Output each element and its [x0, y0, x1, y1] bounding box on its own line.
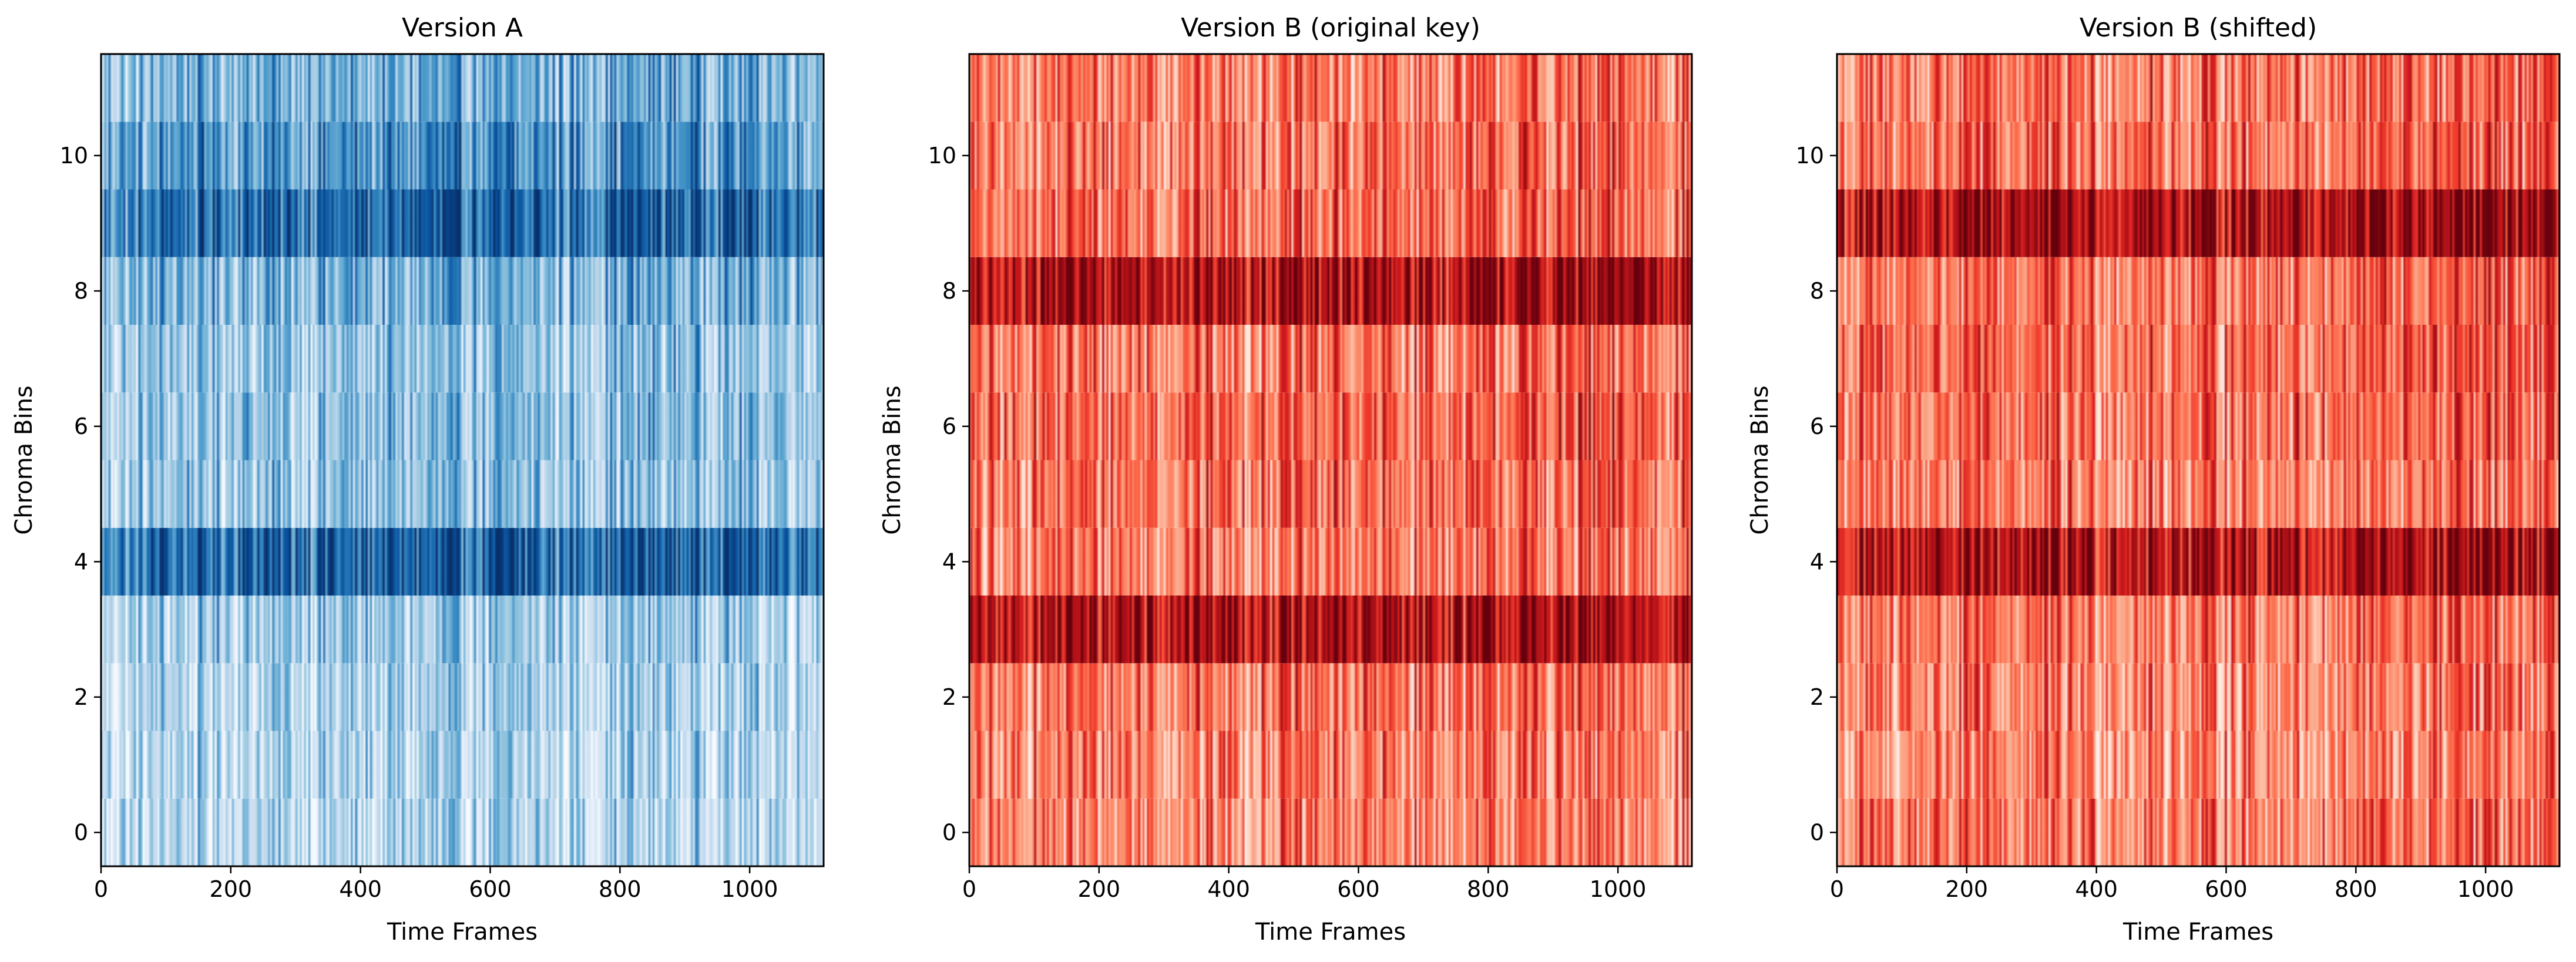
y-tick-label: 8 [942, 278, 956, 304]
x-tick-label: 1000 [721, 876, 778, 902]
heatmap-panel-2: 0 200 400 600 800 1000 0 2 4 6 8 10 Version B (origi… [879, 13, 1693, 946]
y-tick-label: 0 [74, 819, 88, 845]
chroma-bin-row-1 [1837, 731, 2560, 799]
chroma-bin-row-5 [1837, 460, 2560, 528]
y-tick-label: 8 [74, 278, 88, 304]
chroma-bin-row-5 [101, 460, 824, 528]
chroma-bin-row-0 [1837, 798, 2560, 866]
x-tick-label: 400 [2075, 876, 2118, 902]
y-tick-label: 0 [1810, 819, 1824, 845]
chroma-bin-row-8 [1837, 257, 2560, 325]
y-axis-label: Chroma Bins [1747, 385, 1774, 534]
panel-title: Version B (shifted) [2080, 13, 2317, 43]
x-tick-label: 0 [962, 876, 976, 902]
x-tick-label: 200 [1946, 876, 1989, 902]
chroma-bin-row-6 [969, 392, 1692, 460]
chroma-bin-row-8 [969, 257, 1692, 325]
chroma-bin-row-6 [1837, 392, 2560, 460]
chroma-bin-row-11 [969, 54, 1692, 122]
chroma-bin-row-7 [101, 325, 824, 393]
x-tick-label: 600 [469, 876, 512, 902]
chroma-bin-row-8 [101, 257, 824, 325]
axes-frame [968, 53, 1693, 867]
x-axis-label: Time Frames [1255, 919, 1406, 946]
chroma-bin-row-4 [1837, 527, 2560, 596]
chroma-bin-row-1 [969, 731, 1692, 799]
y-tick-label: 6 [1810, 413, 1824, 439]
y-tick-label: 10 [928, 143, 956, 169]
x-tick-label: 400 [1207, 876, 1250, 902]
chroma-bin-row-3 [1837, 596, 2560, 664]
chroma-bin-row-9 [1837, 189, 2560, 257]
heatmap-panel-3: 0 200 400 600 800 1000 0 2 4 6 8 10 Version B (shift… [1747, 13, 2561, 946]
y-tick-label: 2 [74, 684, 88, 710]
chroma-bin-row-2 [969, 663, 1692, 731]
x-axis-label: Time Frames [387, 919, 538, 946]
x-tick-label: 0 [1830, 876, 1844, 902]
y-tick-label: 2 [942, 684, 956, 710]
chroma-bin-row-7 [969, 325, 1692, 393]
x-tick-label: 200 [1078, 876, 1121, 902]
y-tick-label: 0 [942, 819, 956, 845]
y-tick-label: 2 [1810, 684, 1824, 710]
chroma-bin-row-9 [101, 189, 824, 257]
x-tick-label: 1000 [1590, 876, 1647, 902]
y-axis-label: Chroma Bins [879, 385, 906, 534]
y-tick-label: 8 [1810, 278, 1824, 304]
chroma-bin-row-3 [101, 596, 824, 664]
x-tick-label: 0 [94, 876, 108, 902]
x-tick-label: 800 [1467, 876, 1510, 902]
chroma-bin-row-5 [969, 460, 1692, 528]
chroma-bin-row-11 [1837, 54, 2560, 122]
chroma-bin-row-2 [1837, 663, 2560, 731]
chroma-bin-row-4 [969, 527, 1692, 596]
axes-frame [100, 53, 825, 867]
x-axis-label: Time Frames [2122, 919, 2273, 946]
y-tick-label: 4 [942, 549, 956, 574]
chroma-bin-row-10 [101, 122, 824, 190]
panel-title: Version A [402, 13, 523, 43]
y-tick-label: 4 [74, 549, 88, 574]
chroma-bin-row-4 [101, 527, 824, 596]
x-tick-label: 800 [599, 876, 642, 902]
y-tick-label: 4 [1810, 549, 1824, 574]
panel-title: Version B (original key) [1181, 13, 1480, 43]
y-axis-label: Chroma Bins [11, 385, 38, 534]
chroma-bin-row-0 [969, 798, 1692, 866]
chroma-bin-row-10 [969, 122, 1692, 190]
heatmap-panel-1: 0 200 400 600 800 1000 0 2 4 6 8 10 Version A Time Fr… [11, 13, 825, 946]
chroma-bin-row-2 [101, 663, 824, 731]
y-tick-label: 10 [60, 143, 88, 169]
x-tick-label: 800 [2335, 876, 2377, 902]
chroma-bin-row-1 [101, 731, 824, 799]
y-tick-label: 6 [942, 413, 956, 439]
y-tick-label: 6 [74, 413, 88, 439]
x-tick-label: 600 [1337, 876, 1380, 902]
axes-frame [1836, 53, 2561, 867]
chroma-bin-row-3 [969, 596, 1692, 664]
chroma-bin-row-0 [101, 798, 824, 866]
chroma-bin-row-9 [969, 189, 1692, 257]
chroma-bin-row-11 [101, 54, 824, 122]
x-tick-label: 1000 [2457, 876, 2514, 902]
x-tick-label: 200 [210, 876, 253, 902]
x-tick-label: 400 [339, 876, 382, 902]
chroma-bin-row-7 [1837, 325, 2560, 393]
chroma-bin-row-10 [1837, 122, 2560, 190]
x-tick-label: 600 [2205, 876, 2248, 902]
y-tick-label: 10 [1796, 143, 1824, 169]
chroma-bin-row-6 [101, 392, 824, 460]
